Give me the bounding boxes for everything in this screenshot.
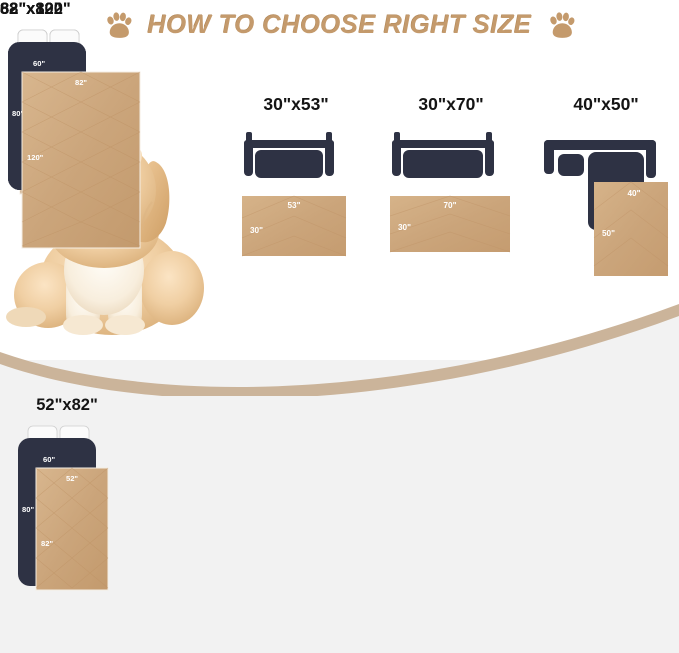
size-option-30x70[interactable]: 30"x70" xyxy=(386,94,516,274)
pad-height-label: 82" xyxy=(41,539,53,548)
pad-width-label: 70" xyxy=(444,201,457,210)
pad-width-label: 40" xyxy=(628,189,641,198)
page-header: HOW TO CHOOSE RIGHT SIZE xyxy=(0,2,679,48)
bed-width-label: 60" xyxy=(43,455,55,464)
sofa-and-pad-illustration: 70" 30" xyxy=(389,132,511,253)
pad-width-label: 53" xyxy=(288,201,301,210)
paw-print-icon xyxy=(107,12,132,38)
bed-and-pad-illustration: 60" 80" 52" 82" xyxy=(18,425,109,591)
size-label: 52"x82" xyxy=(36,396,98,414)
pet-pad: 40" 50" xyxy=(593,181,669,276)
paw-print-icon xyxy=(549,12,575,38)
size-option-52x82[interactable]: 52"x82" 60" 80" xyxy=(8,396,126,646)
pet-pad: 52" 82" xyxy=(35,467,109,591)
sectional-and-pad-illustration: 40" 50" xyxy=(544,140,669,276)
pad-width-label: 82" xyxy=(75,78,87,87)
size-label: 30"x70" xyxy=(418,94,484,114)
pad-height-label: 30" xyxy=(398,223,411,232)
sofa-icon xyxy=(244,132,334,178)
bed-height-label: 80" xyxy=(12,109,24,118)
size-option-40x50[interactable]: 40"x50" xyxy=(538,94,674,279)
pet-pad: 82" 120" xyxy=(21,71,141,249)
pad-height-label: 50" xyxy=(602,229,615,238)
page-title: HOW TO CHOOSE RIGHT SIZE xyxy=(147,10,532,39)
pad-height-label: 120" xyxy=(27,153,44,162)
pad-width-label: 52" xyxy=(66,474,78,483)
sofa-and-pad-illustration: 53" 30" xyxy=(241,132,347,257)
bed-and-pad-illustration: 60" 80" 82" 120" xyxy=(8,29,141,249)
bottom-section xyxy=(0,360,679,653)
pad-height-label: 30" xyxy=(250,226,263,235)
pet-pad: 70" 30" xyxy=(389,195,511,253)
bed-width-label: 60" xyxy=(33,59,45,68)
size-option-30x53[interactable]: 30"x53" xyxy=(236,94,356,274)
size-label: 30"x53" xyxy=(263,94,329,114)
size-label: 40"x50" xyxy=(573,94,639,114)
pet-pad: 53" 30" xyxy=(241,195,347,257)
bed-height-label: 80" xyxy=(22,505,34,514)
sofa-icon xyxy=(392,132,494,178)
